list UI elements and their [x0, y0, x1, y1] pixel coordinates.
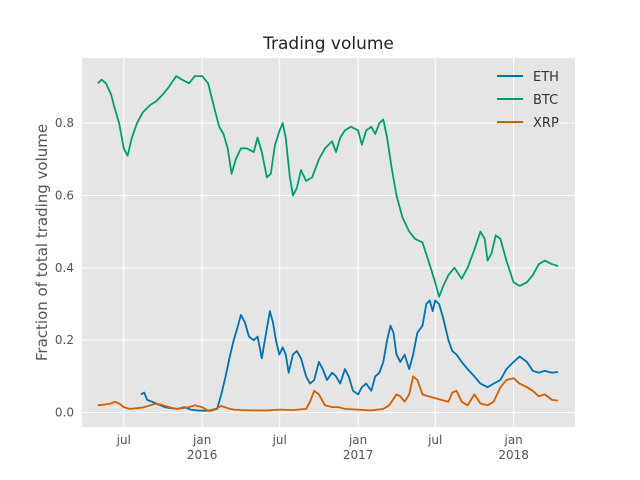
y-tick-label: 0.4 — [55, 261, 74, 275]
chart-title: Trading volume — [262, 34, 394, 54]
series-line-btc — [97, 75, 559, 298]
plot-background — [82, 58, 575, 427]
x-tick-label: jan — [503, 433, 522, 447]
y-axis-label: Fraction of total trading volume — [33, 124, 51, 361]
x-tick-year-label: 2017 — [343, 448, 374, 462]
x-tick-label: jan — [348, 433, 367, 447]
y-tick-label: 0.6 — [55, 188, 74, 202]
series-line-xrp — [97, 375, 559, 412]
grid-lines — [82, 58, 575, 427]
x-tick-label: jan — [192, 433, 211, 447]
x-tick-year-label: 2016 — [187, 448, 218, 462]
x-tick-label: jul — [272, 433, 287, 447]
y-tick-label: 0.2 — [55, 333, 74, 347]
x-tick-year-label: 2018 — [498, 448, 529, 462]
legend: ETH BTC XRP — [497, 70, 559, 131]
series-lines — [97, 75, 559, 412]
x-tick-label: jul — [427, 433, 442, 447]
y-tick-label: 0.0 — [55, 406, 74, 420]
legend-label-btc: BTC — [533, 93, 558, 108]
y-tick-label: 0.8 — [55, 116, 74, 130]
y-axis-ticks: 0.0 0.2 0.4 0.6 0.8 — [55, 116, 74, 419]
legend-label-eth: ETH — [533, 70, 559, 85]
x-tick-label: jul — [116, 433, 131, 447]
legend-label-xrp: XRP — [533, 116, 559, 131]
series-line-eth — [140, 299, 559, 412]
